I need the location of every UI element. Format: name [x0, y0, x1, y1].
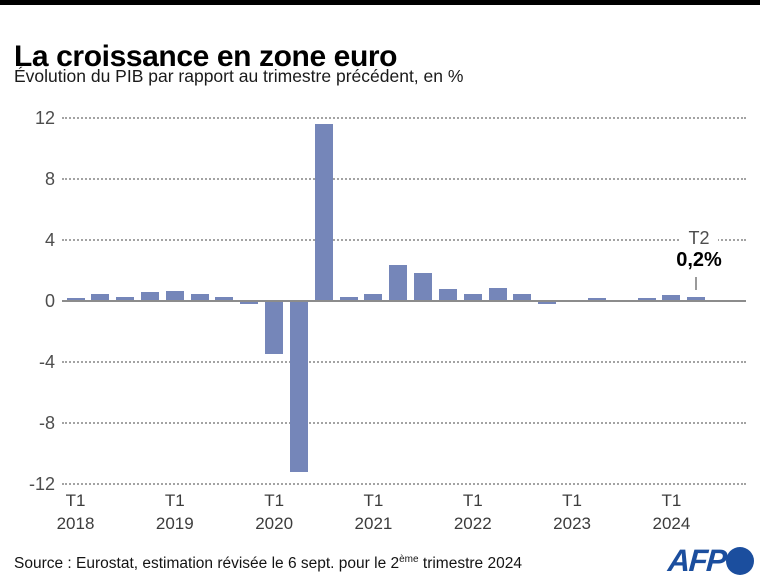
afp-logo: AFP [652, 543, 754, 578]
source-text-suffix: trimestre 2024 [418, 555, 522, 573]
afp-logo-circle [726, 547, 754, 575]
y-tick-label: -8 [38, 412, 55, 433]
y-tick-label: 8 [44, 169, 55, 190]
bar-t1-2022 [463, 293, 482, 300]
bar-t2-2021 [389, 265, 408, 300]
bar-t2-2024 [687, 296, 706, 300]
bar-t2-2022 [488, 287, 507, 300]
bar-t4-2018 [140, 292, 159, 300]
bar-t3-2020 [314, 123, 333, 300]
bar-t1-2021 [364, 293, 383, 300]
bar-t1-2020 [265, 302, 284, 354]
bar-t4-2020 [339, 296, 358, 300]
source-text-prefix: Source : Eurostat, estimation révisée le… [14, 555, 400, 573]
afp-logo-text: AFP [666, 543, 727, 578]
y-tick-label: 12 [34, 108, 55, 129]
bar-t3-2018 [116, 296, 135, 300]
top-bar [0, 0, 760, 5]
bar-t1-2019 [165, 290, 184, 300]
bar-t2-2019 [190, 293, 209, 300]
source-text-superscript: ème [399, 554, 419, 565]
bar-t4-2019 [240, 302, 259, 304]
bar-t2-2020 [289, 302, 308, 473]
y-tick-label: 4 [44, 230, 55, 251]
gridline [62, 178, 746, 181]
x-axis-line [62, 300, 746, 302]
gridline [62, 360, 746, 363]
bar-t3-2019 [215, 296, 234, 300]
bar-t1-2024 [662, 295, 681, 300]
y-tick-label: 0 [44, 291, 55, 311]
bar-t1-2018 [66, 298, 85, 300]
bar-t4-2023 [637, 298, 656, 300]
y-tick-label: -12 [28, 473, 55, 494]
x-tick-label-2021: T1 2021 [354, 491, 393, 533]
gridline [62, 421, 746, 424]
x-tick-label-2023: T1 2023 [553, 491, 591, 533]
x-tick-label-2024: T1 2024 [652, 491, 691, 533]
bar-t3-2021 [414, 272, 433, 300]
bar-t4-2021 [438, 289, 457, 300]
x-tick-label-2022: T1 2022 [453, 491, 492, 533]
annotation-pointer-line [695, 277, 697, 290]
x-tick-label-2019: T1 2019 [155, 491, 194, 533]
gridline [62, 239, 746, 242]
gridline [62, 482, 746, 485]
annotation-value-label: 0,2% [676, 249, 722, 271]
x-tick-label-2018: T1 2018 [56, 491, 95, 533]
chart-subtitle: Évolution du PIB par rapport au trimestr… [14, 66, 464, 86]
bar-t4-2022 [538, 302, 557, 304]
bar-t3-2022 [513, 293, 532, 300]
plot-area: T2 0,2% 12 8 4 0 -4 -8 -12 T1 2018 T1 2019 T1 2020 T1… [28, 108, 746, 533]
annotation-quarter-label: T2 [680, 227, 718, 249]
y-tick-label: -4 [38, 351, 55, 372]
x-tick-label-2020: T1 2020 [255, 491, 294, 533]
source-text: Source : Eurostat, estimation révisée le… [14, 554, 522, 573]
bar-t2-2018 [91, 293, 110, 300]
gridline [62, 117, 746, 120]
bar-t2-2023 [587, 298, 606, 300]
page-title: La croissance en zone euro [14, 40, 398, 74]
